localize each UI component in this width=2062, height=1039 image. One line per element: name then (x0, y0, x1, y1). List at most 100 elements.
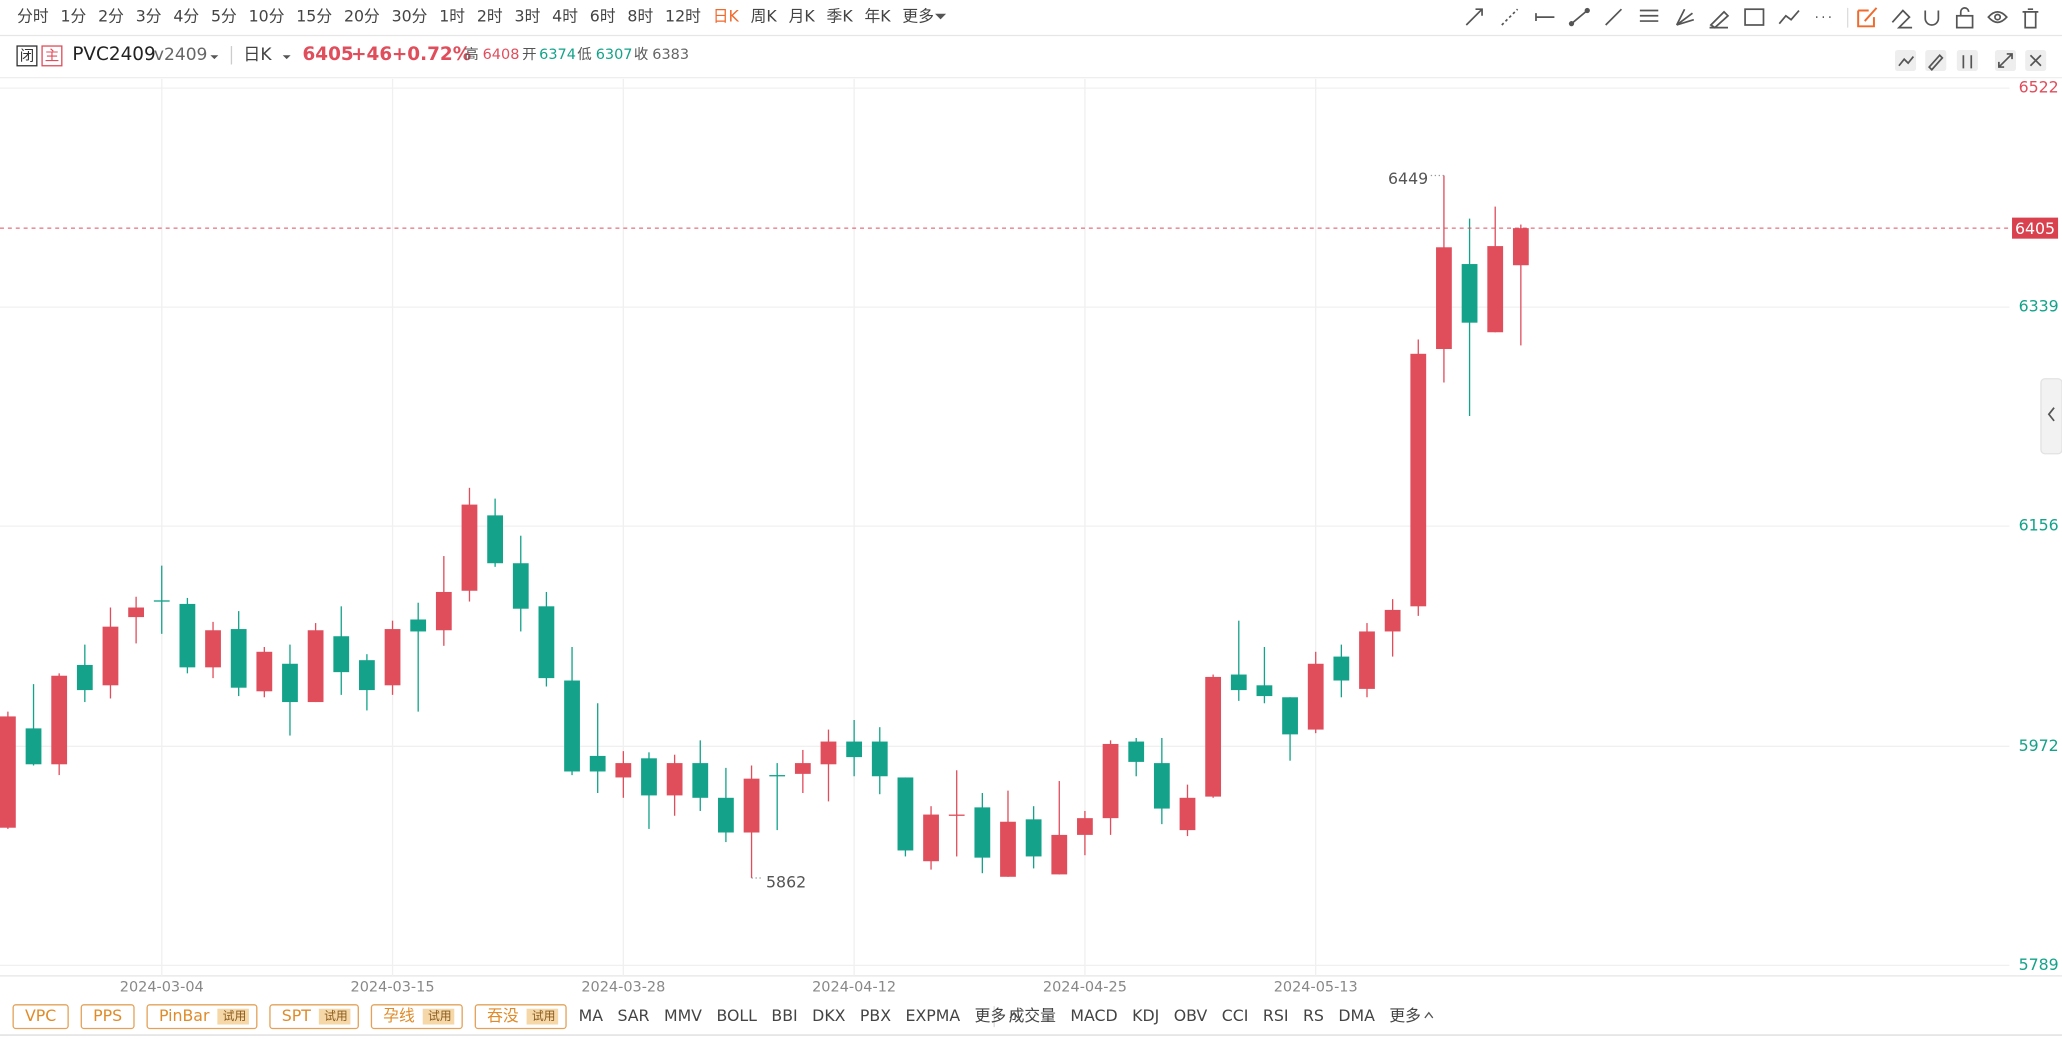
icon[interactable] (1605, 8, 1623, 26)
indicator[interactable]: DKX (812, 1006, 845, 1025)
icon[interactable] (1584, 7, 1590, 14)
indicator-more[interactable]: 更多 (975, 1006, 1007, 1025)
icon[interactable] (1924, 10, 1940, 26)
extreme-label: 5862 (766, 873, 806, 892)
period-tab[interactable]: 4分 (173, 7, 199, 26)
period-tab[interactable]: 10分 (249, 7, 285, 26)
symbol[interactable]: PVC2409 (72, 44, 155, 65)
period-tab[interactable]: 1时 (439, 7, 465, 26)
icon[interactable] (1959, 7, 1970, 16)
trial-badge (318, 1008, 351, 1025)
period-tab[interactable]: 分时 (17, 7, 49, 26)
icon[interactable] (1898, 56, 1915, 67)
icon[interactable] (1857, 7, 1878, 28)
trial-badge (422, 1008, 455, 1025)
period-tab[interactable]: 季K (827, 7, 854, 26)
icon[interactable] (1568, 21, 1575, 27)
period-tab[interactable]: 30分 (392, 7, 428, 26)
indicator[interactable]: MACD (1070, 1006, 1117, 1025)
icon[interactable] (1998, 53, 2013, 68)
indicator[interactable]: BOLL (716, 1006, 757, 1025)
period-tab[interactable]: 8时 (627, 7, 653, 26)
indicator[interactable]: KDJ (1132, 1006, 1159, 1025)
candle-body (641, 758, 657, 796)
icon[interactable] (1535, 13, 1555, 22)
trial-badge (526, 1008, 559, 1025)
candle-body (1077, 818, 1093, 835)
candle-body (1487, 246, 1504, 333)
candle-body (897, 777, 914, 851)
field-label: 开 (522, 47, 536, 63)
icon[interactable] (1501, 8, 1519, 26)
icon[interactable] (1928, 53, 1944, 71)
icon[interactable] (1744, 8, 1765, 26)
icon[interactable] (1994, 13, 2002, 21)
more-tab[interactable]: 更多 (902, 7, 934, 26)
candle-body (666, 763, 683, 796)
period-tab[interactable]: 3分 (136, 7, 162, 26)
indicator[interactable]: RS (1303, 1006, 1324, 1025)
trial-badge (217, 1008, 249, 1025)
indicator[interactable]: BBI (771, 1006, 797, 1025)
button[interactable] (1956, 49, 1978, 72)
period-tab[interactable]: 周K (751, 7, 778, 26)
extreme-label: 6449 (1388, 169, 1428, 188)
indicator[interactable]: OBV (1174, 1006, 1208, 1025)
drawing-tools[interactable] (1465, 7, 2039, 29)
period-tab[interactable]: 12时 (665, 7, 701, 26)
indicator[interactable]: CCI (1222, 1006, 1249, 1025)
pattern-button[interactable] (12, 1004, 69, 1030)
period-tab[interactable]: 日K (713, 7, 740, 26)
indicator[interactable]: MA (579, 1006, 604, 1025)
icon[interactable] (1987, 10, 2008, 24)
candle-body (1436, 247, 1452, 350)
period-tab[interactable]: 5分 (211, 7, 237, 26)
period-tab[interactable]: 3时 (515, 7, 541, 26)
period-tab[interactable]: 4时 (552, 7, 578, 26)
candle-body (923, 814, 939, 862)
contract[interactable]: v2409 (154, 45, 208, 65)
period[interactable]: 日K (243, 45, 272, 65)
icon[interactable] (1962, 55, 1973, 69)
indicator[interactable]: RSI (1263, 1006, 1289, 1025)
icon[interactable] (2022, 8, 2039, 29)
indicator[interactable]: PBX (860, 1006, 891, 1025)
period-tab[interactable]: 15分 (296, 7, 332, 26)
indicator[interactable]: SAR (617, 1006, 649, 1025)
period-tab[interactable]: 6时 (590, 7, 616, 26)
field-value: 6307 (596, 47, 633, 63)
icon[interactable] (2029, 54, 2042, 67)
indicator[interactable]: MMV (664, 1006, 702, 1025)
icon[interactable] (1570, 9, 1588, 25)
period-tab[interactable]: 月K (789, 7, 816, 26)
candle-body (256, 651, 273, 692)
trial-label: 试用 (532, 1009, 556, 1023)
icon[interactable] (1778, 9, 1800, 25)
candle-body (102, 626, 119, 686)
change-pct: +0.72% (392, 44, 471, 65)
icon[interactable] (1639, 9, 1659, 22)
candle-body (564, 680, 580, 772)
pattern-label: 孕线 (383, 1006, 415, 1025)
icon[interactable] (1465, 8, 1483, 26)
indicator[interactable]: DMA (1338, 1006, 1375, 1025)
candle-body (128, 607, 144, 618)
indicator-more[interactable]: 更多 (1389, 1006, 1421, 1025)
icon[interactable] (1675, 8, 1695, 26)
pattern-button[interactable] (80, 1004, 135, 1030)
indicator[interactable]: 成交量 (1009, 1006, 1057, 1025)
period-tab[interactable]: 2分 (98, 7, 124, 26)
period-tab[interactable]: 2时 (477, 7, 503, 26)
chart-tools[interactable] (1894, 49, 2047, 72)
period-tab[interactable]: 年K (864, 7, 891, 26)
icon[interactable] (1709, 10, 1730, 29)
period-tab[interactable]: 20分 (344, 7, 380, 26)
icon[interactable] (1955, 14, 1974, 29)
candle-body (205, 630, 221, 668)
icon[interactable] (2047, 407, 2055, 422)
indicator[interactable]: EXPMA (906, 1006, 961, 1025)
period-tab[interactable]: 1分 (60, 7, 86, 26)
candle-body (794, 763, 811, 774)
icon[interactable] (1891, 9, 1913, 29)
